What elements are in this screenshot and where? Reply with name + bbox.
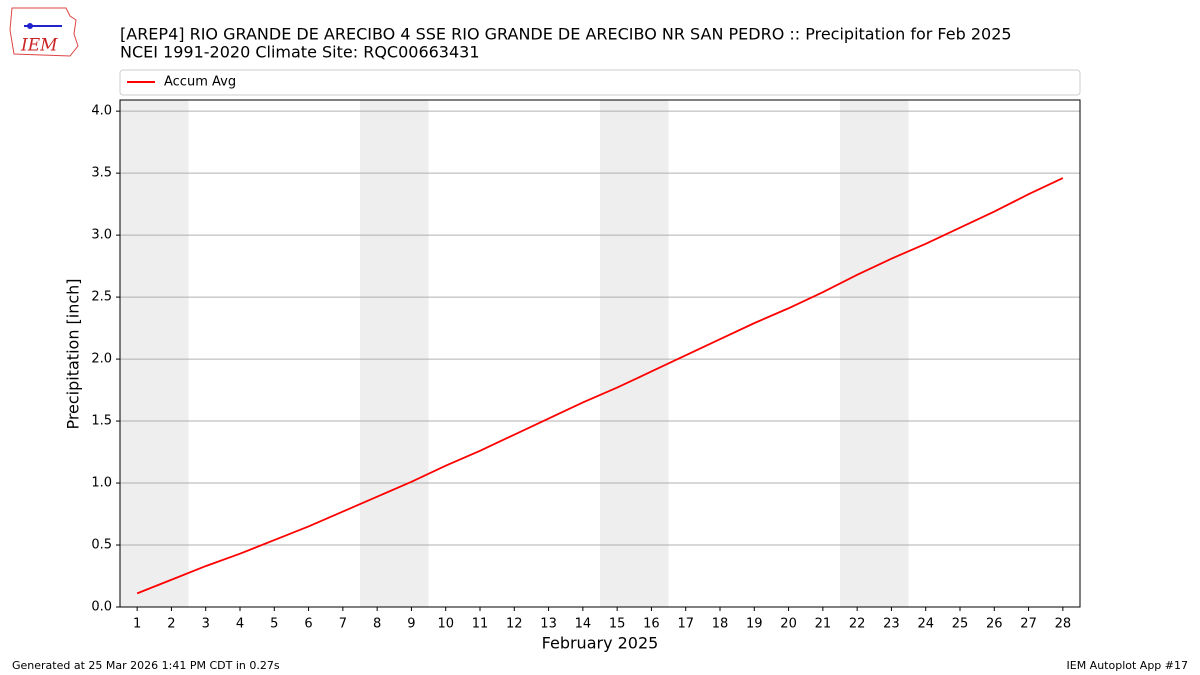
weekend-shade (120, 100, 189, 607)
x-tick-label: 6 (304, 617, 312, 632)
y-tick-label: 4.0 (91, 104, 112, 119)
x-tick-label: 12 (506, 617, 523, 632)
x-tick-label: 28 (1055, 617, 1072, 632)
x-tick-label: 24 (917, 617, 934, 632)
x-tick-label: 14 (575, 617, 592, 632)
x-tick-label: 1 (133, 617, 141, 632)
x-tick-label: 13 (540, 617, 557, 632)
y-tick-label: 3.5 (91, 166, 112, 181)
weekend-shade (360, 100, 429, 607)
plot-frame (119, 99, 1081, 608)
logo: IEM (9, 7, 79, 57)
x-tick-label: 7 (339, 617, 347, 632)
x-tick-label: 20 (780, 617, 797, 632)
x-tick-label: 18 (712, 617, 729, 632)
footer-right: IEM Autoplot App #17 (1067, 659, 1189, 672)
y-tick-label: 0.0 (91, 600, 112, 615)
y-tick-label: 2.5 (91, 290, 112, 305)
y-tick-label: 1.5 (91, 414, 112, 429)
y-tick-label: 2.0 (91, 352, 112, 367)
x-tick-label: 11 (472, 617, 489, 632)
chart-title: [AREP4] RIO GRANDE DE ARECIBO 4 SSE RIO … (120, 25, 1012, 44)
y-tick-label: 0.5 (91, 538, 112, 553)
y-axis-label: Precipitation [inch] (64, 278, 83, 429)
legend (119, 69, 1081, 96)
x-tick-label: 2 (167, 617, 175, 632)
legend-label: Accum Avg (164, 75, 236, 90)
logo-text: IEM (20, 36, 58, 56)
x-tick-label: 26 (986, 617, 1003, 632)
x-tick-label: 19 (746, 617, 763, 632)
x-axis-label: February 2025 (542, 634, 659, 653)
x-tick-label: 3 (202, 617, 210, 632)
chart-subtitle: NCEI 1991-2020 Climate Site: RQC00663431 (120, 43, 480, 62)
x-tick-label: 15 (609, 617, 626, 632)
x-tick-label: 16 (643, 617, 660, 632)
x-tick-label: 4 (236, 617, 244, 632)
weekend-shade (840, 100, 909, 607)
x-tick-label: 9 (407, 617, 415, 632)
x-tick-label: 17 (677, 617, 694, 632)
data-line (136, 177, 1064, 595)
x-tick-label: 22 (849, 617, 866, 632)
footer-left: Generated at 25 Mar 2026 1:41 PM CDT in … (12, 659, 280, 672)
x-tick-label: 27 (1020, 617, 1037, 632)
x-tick-label: 23 (883, 617, 900, 632)
y-tick-label: 3.0 (91, 228, 112, 243)
x-tick-label: 25 (952, 617, 969, 632)
y-tick-label: 1.0 (91, 476, 112, 491)
x-tick-label: 8 (373, 617, 381, 632)
weekend-shade (600, 100, 669, 607)
x-tick-label: 5 (270, 617, 278, 632)
x-tick-label: 10 (437, 617, 454, 632)
x-tick-label: 21 (815, 617, 832, 632)
